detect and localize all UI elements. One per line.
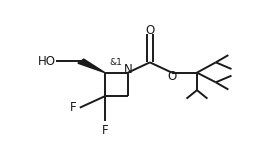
- Text: N: N: [124, 63, 132, 76]
- Text: &1: &1: [110, 58, 123, 67]
- Text: F: F: [69, 101, 76, 114]
- Text: F: F: [102, 124, 108, 137]
- Text: O: O: [167, 70, 177, 83]
- Polygon shape: [78, 59, 105, 73]
- Text: O: O: [145, 24, 154, 37]
- Text: HO: HO: [38, 55, 56, 68]
